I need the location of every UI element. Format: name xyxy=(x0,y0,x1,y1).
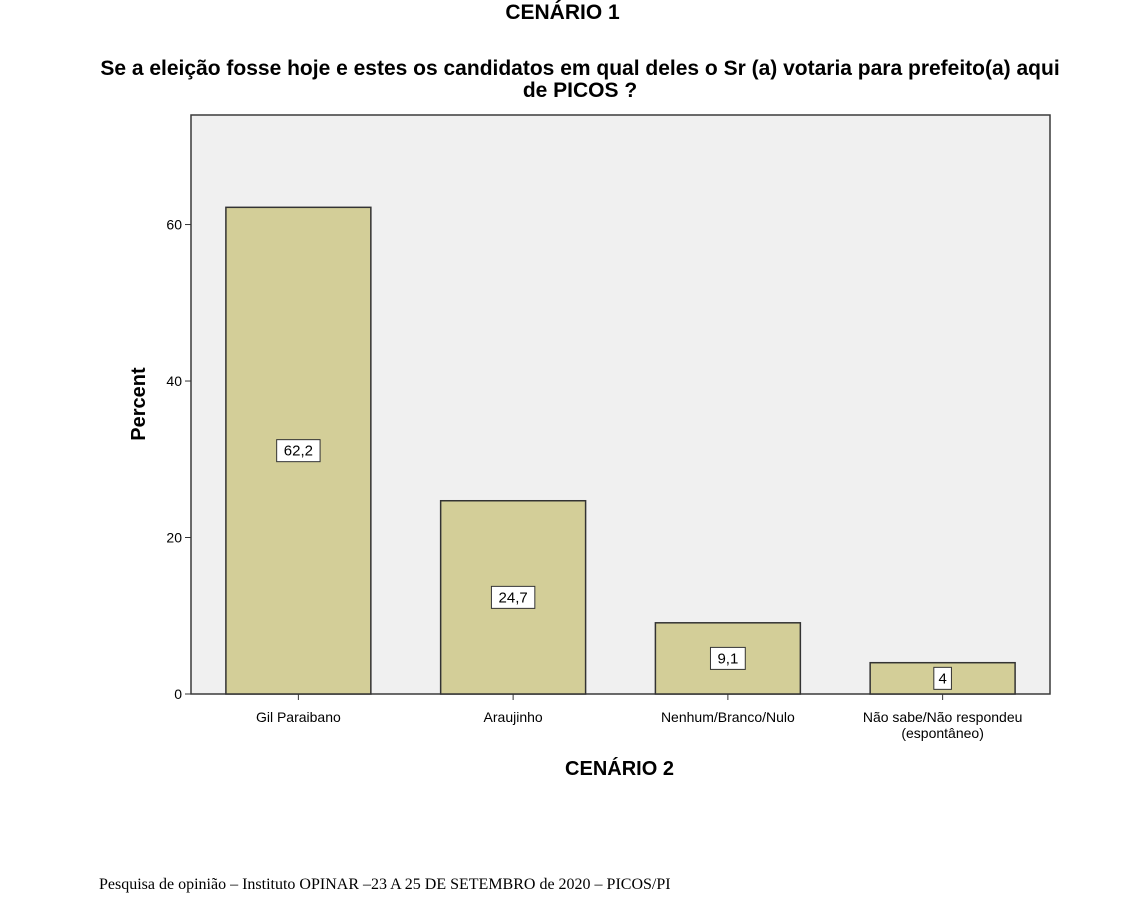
data-label: 4 xyxy=(938,670,946,687)
data-label-box xyxy=(933,666,952,690)
y-tick-label: 40 xyxy=(166,373,182,389)
data-label: 24,7 xyxy=(499,589,528,606)
data-label-box xyxy=(709,646,746,670)
y-tick-label: 20 xyxy=(166,530,182,546)
data-label-box xyxy=(490,585,536,609)
y-axis-label: Percent xyxy=(128,367,150,441)
x-tick-label: (espontâneo) xyxy=(901,725,984,741)
data-label-box xyxy=(276,439,321,463)
x-tick-label: Araujinho xyxy=(484,709,543,725)
x-tick-label: Gil Paraibano xyxy=(256,709,341,725)
y-tick-label: 60 xyxy=(166,217,182,233)
data-label: 9,1 xyxy=(717,650,738,667)
x-axis-label: CENÁRIO 2 xyxy=(565,757,674,780)
x-tick-label: Nenhum/Branco/Nulo xyxy=(661,709,795,725)
chart-title: Se a eleição fosse hoje e estes os candi… xyxy=(100,57,1060,102)
footer-note: Pesquisa de opinião – Instituto OPINAR –… xyxy=(99,876,671,893)
page-header: CENÁRIO 1 xyxy=(505,1,620,24)
y-tick-label: 0 xyxy=(174,686,182,702)
data-label: 62,2 xyxy=(284,443,313,460)
x-tick-label: Não sabe/Não respondeu xyxy=(863,709,1023,725)
